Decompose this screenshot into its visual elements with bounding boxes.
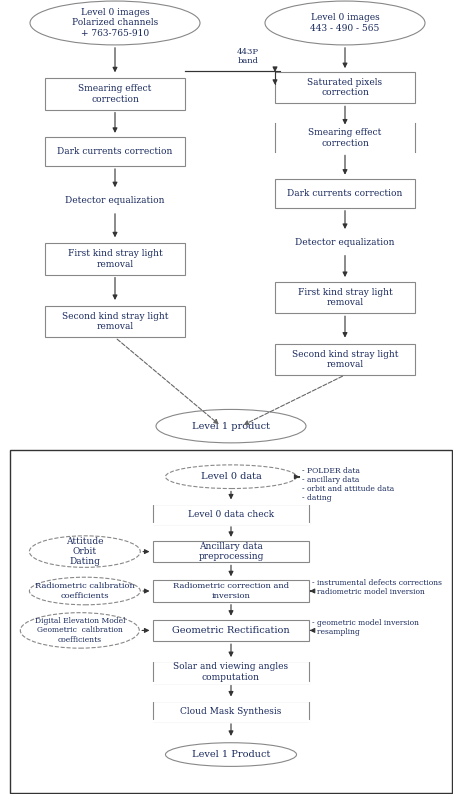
- Text: Second kind stray light
removal: Second kind stray light removal: [62, 312, 168, 331]
- Text: 443P
band: 443P band: [237, 47, 259, 65]
- FancyBboxPatch shape: [10, 450, 452, 793]
- FancyBboxPatch shape: [153, 661, 309, 683]
- FancyBboxPatch shape: [153, 580, 309, 602]
- Text: Level 0 images
Polarized channels
+ 763-765-910: Level 0 images Polarized channels + 763-…: [72, 8, 158, 38]
- FancyBboxPatch shape: [275, 343, 415, 375]
- Ellipse shape: [265, 1, 425, 45]
- Text: Attitude
Orbit
Dating: Attitude Orbit Dating: [66, 537, 103, 566]
- FancyBboxPatch shape: [275, 72, 415, 103]
- Text: Level 0 data check: Level 0 data check: [188, 509, 274, 519]
- FancyBboxPatch shape: [275, 179, 415, 208]
- Text: Cloud Mask Synthesis: Cloud Mask Synthesis: [180, 707, 282, 715]
- Text: - geometric model inversion
- resampling: - geometric model inversion - resampling: [312, 618, 419, 636]
- FancyBboxPatch shape: [275, 282, 415, 314]
- Ellipse shape: [30, 536, 140, 567]
- Text: Ancillary data
preprocessing: Ancillary data preprocessing: [198, 542, 264, 561]
- FancyBboxPatch shape: [153, 541, 309, 562]
- Text: Radiometric correction and
inversion: Radiometric correction and inversion: [173, 582, 289, 600]
- FancyBboxPatch shape: [153, 620, 309, 642]
- Ellipse shape: [30, 1, 200, 45]
- Text: Digital Elevation Model
Geometric  calibration
coefficients: Digital Elevation Model Geometric calibr…: [35, 618, 125, 644]
- FancyBboxPatch shape: [45, 306, 185, 338]
- Text: Smearing effect
correction: Smearing effect correction: [308, 128, 382, 148]
- Ellipse shape: [156, 410, 306, 443]
- Text: Radiometric calibration
coefficients: Radiometric calibration coefficients: [35, 582, 135, 600]
- Text: Level 1 product: Level 1 product: [192, 422, 270, 431]
- Text: Level 1 Product: Level 1 Product: [192, 750, 270, 759]
- Ellipse shape: [165, 743, 297, 767]
- Text: First kind stray light
removal: First kind stray light removal: [298, 288, 392, 307]
- Text: Detector equalization: Detector equalization: [295, 238, 395, 247]
- Text: Dark currents correction: Dark currents correction: [57, 147, 173, 156]
- FancyBboxPatch shape: [45, 137, 185, 166]
- Text: Solar and viewing angles
computation: Solar and viewing angles computation: [173, 662, 289, 682]
- Ellipse shape: [165, 465, 297, 488]
- Text: Geometric Rectification: Geometric Rectification: [172, 626, 290, 635]
- FancyBboxPatch shape: [153, 702, 309, 721]
- FancyBboxPatch shape: [45, 79, 185, 110]
- Ellipse shape: [20, 613, 139, 648]
- Text: Level 0 data: Level 0 data: [201, 472, 261, 481]
- Text: Saturated pixels
correction: Saturated pixels correction: [307, 78, 383, 97]
- Text: Detector equalization: Detector equalization: [65, 196, 165, 205]
- Text: - POLDER data
- ancillary data
- orbit and attitude data
- dating: - POLDER data - ancillary data - orbit a…: [302, 467, 394, 503]
- Ellipse shape: [30, 577, 140, 605]
- Text: First kind stray light
removal: First kind stray light removal: [67, 249, 162, 269]
- Text: - instrumental defects corrections
- radiometric model inversion: - instrumental defects corrections - rad…: [312, 579, 442, 597]
- Text: Level 0 images
443 - 490 - 565: Level 0 images 443 - 490 - 565: [310, 14, 380, 33]
- Text: Dark currents correction: Dark currents correction: [287, 188, 403, 198]
- Text: Second kind stray light
removal: Second kind stray light removal: [292, 350, 398, 369]
- FancyBboxPatch shape: [153, 504, 309, 524]
- FancyBboxPatch shape: [45, 243, 185, 275]
- Text: Smearing effect
correction: Smearing effect correction: [79, 84, 152, 103]
